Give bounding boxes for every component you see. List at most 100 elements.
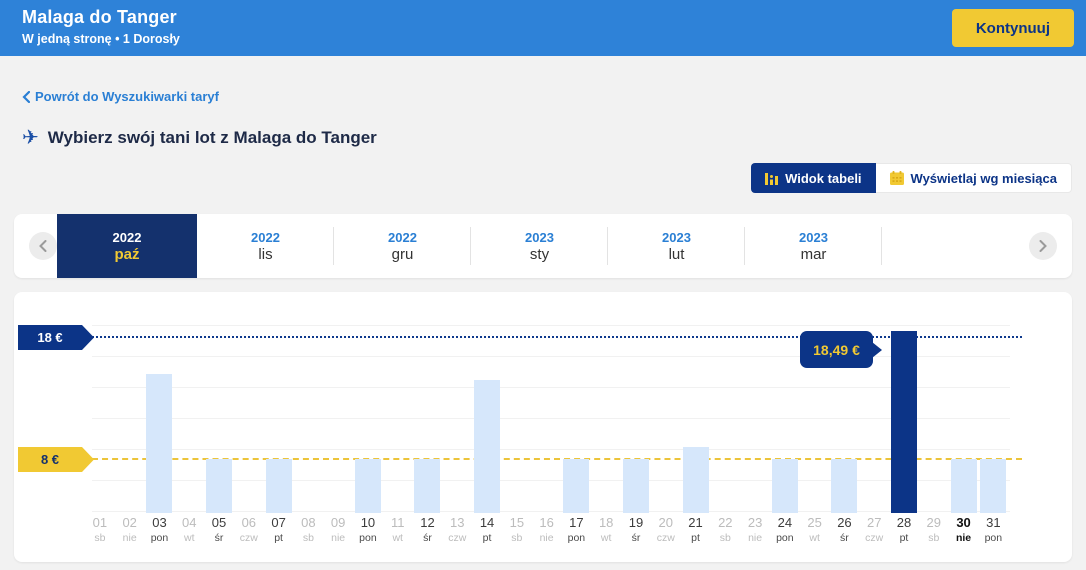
month-tab-gru[interactable]: 2022 gru [334,214,471,278]
back-link-label: Powrót do Wyszukiwarki taryf [35,89,219,104]
day-number: 20 [658,515,673,530]
price-bar-10[interactable] [354,459,381,513]
price-bar-05[interactable] [206,459,233,513]
table-view-button[interactable]: Widok tabeli [751,163,876,193]
price-bar-07[interactable] [265,459,292,513]
day-column-06: 06 czw [234,292,264,562]
day-number: 06 [241,515,257,530]
gridline [92,356,1010,357]
bar-chart-icon [765,171,779,185]
day-column-19[interactable]: 19 śr [621,292,651,562]
price-chart: 01 sb 02 nie 03 pon 04 wt 05 śr 06 czw 07 pt 08 sb 09 nie… [14,292,1072,562]
day-number: 09 [330,515,346,530]
day-column-21[interactable]: 21 pt [681,292,711,562]
month-tab-paź[interactable]: 2022 paź [57,214,197,278]
gridline [92,511,1010,512]
day-column-30[interactable]: 30 nie [949,292,979,562]
day-column-07[interactable]: 07 pt [264,292,294,562]
month-tab-year: 2022 [388,229,417,245]
day-number: 04 [182,515,197,530]
month-view-label: Wyświetlaj wg miesiąca [910,170,1057,186]
back-link[interactable]: Powrót do Wyszukiwarki taryf [22,89,219,104]
month-tab-mar[interactable]: 2023 mar [745,214,882,278]
gridline [92,449,1010,450]
day-column-27: 27 czw [859,292,889,562]
day-number: 07 [271,515,286,530]
day-number: 22 [718,515,733,530]
day-column-24[interactable]: 24 pon [770,292,800,562]
day-number: 26 [837,515,852,530]
month-tab-label: mar [800,245,827,263]
day-number: 27 [866,515,882,530]
day-column-05[interactable]: 05 śr [204,292,234,562]
day-weekday: śr [631,532,641,544]
month-tab-label: lut [668,245,685,263]
month-tab-sty[interactable]: 2023 sty [471,214,608,278]
day-column-17[interactable]: 17 pon [562,292,592,562]
day-column-31[interactable]: 31 pon [978,292,1008,562]
day-number: 14 [479,515,495,530]
day-weekday: pt [482,532,492,544]
chevron-left-icon [39,240,47,252]
price-bar-26[interactable] [831,459,858,513]
day-number: 03 [152,515,167,530]
day-column-20: 20 czw [651,292,681,562]
price-bar-12[interactable] [414,459,441,513]
price-bar-24[interactable] [771,459,798,513]
day-column-11: 11 wt [383,292,413,562]
day-number: 17 [569,515,584,530]
day-weekday: śr [840,532,849,544]
month-tab-bar: 2022 paź 2022 lis 2022 gru 2023 sty 2023 lut 2023 m… [14,214,1072,278]
min-price-line [92,458,1022,460]
next-months-button[interactable] [1029,232,1057,260]
day-number: 29 [926,515,941,530]
day-column-03[interactable]: 03 pon [145,292,175,562]
trip-summary: W jedną stronę • 1 Dorosły [22,32,180,46]
month-tab-year: 2023 [799,229,828,245]
chevron-right-icon [1039,240,1047,252]
min-price-tag: 8 € [18,447,94,472]
continue-button[interactable]: Kontynuuj [951,9,1074,47]
day-weekday: pon [359,532,377,544]
month-view-button[interactable]: Wyświetlaj wg miesiąca [875,163,1072,193]
price-bar-19[interactable] [622,459,649,513]
day-column-26[interactable]: 26 śr [830,292,860,562]
price-bar-31[interactable] [980,459,1007,513]
day-weekday: śr [423,532,432,544]
selected-price-tooltip: 18,49 € [800,331,873,368]
price-bar-28[interactable] [890,331,917,513]
day-weekday: sb [928,532,940,544]
top-header: Malaga do Tanger W jedną stronę • 1 Doro… [0,0,1086,56]
day-column-01: 01 sb [85,292,115,562]
month-tab-lis[interactable]: 2022 lis [197,214,334,278]
price-bar-30[interactable] [950,459,977,513]
day-number: 13 [450,515,465,530]
day-weekday: sb [511,532,523,544]
day-weekday: czw [656,532,675,544]
day-column-14[interactable]: 14 pt [472,292,502,562]
page-heading: Wybierz swój tani lot z Malaga do Tanger [47,128,377,147]
day-number: 19 [628,515,644,530]
day-number: 21 [688,515,703,530]
day-column-04: 04 wt [174,292,204,562]
day-column-13: 13 czw [442,292,472,562]
page-heading-row: ✈ Wybierz swój tani lot z Malaga do Tang… [22,128,377,148]
plane-icon: ✈ [22,127,39,149]
price-bar-21[interactable] [682,447,709,513]
day-number: 05 [211,515,227,530]
day-weekday: czw [865,532,884,544]
month-tab-lut[interactable]: 2023 lut [608,214,745,278]
price-bar-17[interactable] [563,459,590,513]
price-bar-14[interactable] [474,380,501,513]
day-column-23: 23 nie [740,292,770,562]
day-column-12[interactable]: 12 śr [413,292,443,562]
day-number: 11 [390,515,405,530]
day-column-28[interactable]: 28 pt [889,292,919,562]
day-column-10[interactable]: 10 pon [353,292,383,562]
day-number: 01 [92,515,108,530]
prev-months-button[interactable] [29,232,57,260]
gridline [92,418,1010,419]
price-bar-03[interactable] [146,374,173,513]
day-number: 16 [539,515,554,530]
month-tab-label: sty [529,245,550,263]
